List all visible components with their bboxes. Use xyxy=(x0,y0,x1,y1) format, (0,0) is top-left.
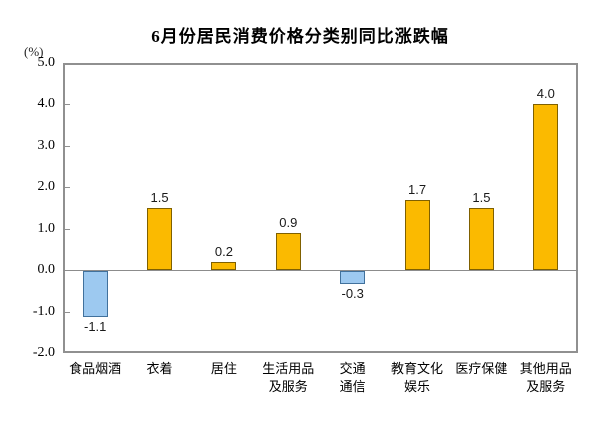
y-axis-tick-mark xyxy=(65,104,70,106)
y-axis-tick-label: -2.0 xyxy=(32,345,55,360)
bar-value-label: 1.5 xyxy=(150,190,169,205)
y-axis-tick-label: 0.0 xyxy=(37,262,56,278)
y-axis-tick-label: -1.0 xyxy=(32,303,55,319)
y-axis-tick-label: 5.0 xyxy=(37,55,56,70)
x-axis-category-label: 生活用品 及服务 xyxy=(262,361,315,394)
zero-baseline xyxy=(63,270,578,272)
y-axis-unit-label: (%) xyxy=(24,44,44,59)
y-axis-tick-mark xyxy=(65,228,70,230)
plot-area xyxy=(63,63,578,353)
bar-value-label: 1.5 xyxy=(472,190,491,205)
x-axis-category-label: 其他用品 及服务 xyxy=(519,361,572,394)
y-axis-tick-mark xyxy=(65,187,70,189)
x-axis-category-label: 食品烟酒 xyxy=(69,361,122,376)
bar-value-label: 4.0 xyxy=(536,86,555,102)
y-axis-tick-label: 4.0 xyxy=(37,96,56,112)
x-axis-category-label: 居住 xyxy=(210,361,237,376)
bar-value-label: 0.9 xyxy=(279,214,298,230)
y-axis-tick-label: 3.0 xyxy=(37,137,56,153)
bar-value-label: 1.7 xyxy=(408,181,427,197)
bar-value-label: -1.1 xyxy=(83,318,107,334)
x-axis-category-label: 教育文化 娱乐 xyxy=(391,361,444,394)
bar-negative xyxy=(82,271,108,317)
x-axis-category-label: 医疗保健 xyxy=(455,361,508,376)
bar-positive xyxy=(147,208,173,271)
x-axis-category-label: 衣着 xyxy=(146,361,173,376)
chart-title: 6月份居民消费价格分类别同比涨跌幅 xyxy=(151,27,449,46)
x-axis-category-label: 交通 通信 xyxy=(339,361,366,394)
bar-negative xyxy=(340,271,366,284)
bar-positive xyxy=(211,261,237,271)
bar-positive xyxy=(275,232,301,271)
y-axis-tick-mark xyxy=(65,145,70,147)
y-axis-tick-label: 1.0 xyxy=(37,220,56,236)
y-axis-tick-label: 2.0 xyxy=(37,179,56,195)
bar-value-label: 0.2 xyxy=(214,243,233,259)
y-axis-tick-mark xyxy=(65,311,70,313)
bar-positive xyxy=(404,199,430,271)
bar-value-label: -0.3 xyxy=(341,285,364,301)
bar-positive xyxy=(533,104,559,271)
bar-positive xyxy=(468,208,494,271)
